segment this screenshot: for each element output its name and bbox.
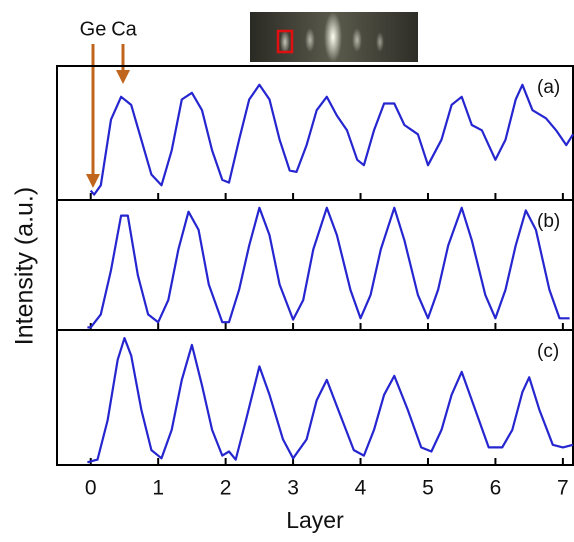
panel-label: (a): [537, 77, 560, 98]
panel-frame: [56, 199, 574, 331]
x-tick-label: 7: [557, 477, 569, 500]
annotation: Ge: [80, 18, 107, 40]
x-tick-label: 2: [220, 477, 232, 500]
intensity-line: [87, 206, 570, 329]
x-axis-label: Layer: [286, 507, 344, 533]
rheed-inset: [250, 12, 418, 62]
x-tick-label: 3: [287, 477, 299, 500]
annotation: Ca: [111, 18, 137, 40]
x-tick-label: 1: [152, 477, 164, 500]
y-axis-label: Intensity (a.u.): [11, 187, 39, 345]
x-tick-label: 6: [490, 477, 502, 500]
intensity-line: [89, 83, 574, 196]
intensity-line: [87, 337, 574, 464]
panel-label: (c): [537, 341, 559, 362]
panel-frame: [56, 329, 574, 466]
x-tick-label: 4: [355, 477, 367, 500]
x-tick-label: 0: [85, 477, 97, 500]
x-tick-label: 5: [422, 477, 434, 500]
panel-label: (b): [537, 211, 560, 232]
panel-frame: [56, 65, 574, 201]
